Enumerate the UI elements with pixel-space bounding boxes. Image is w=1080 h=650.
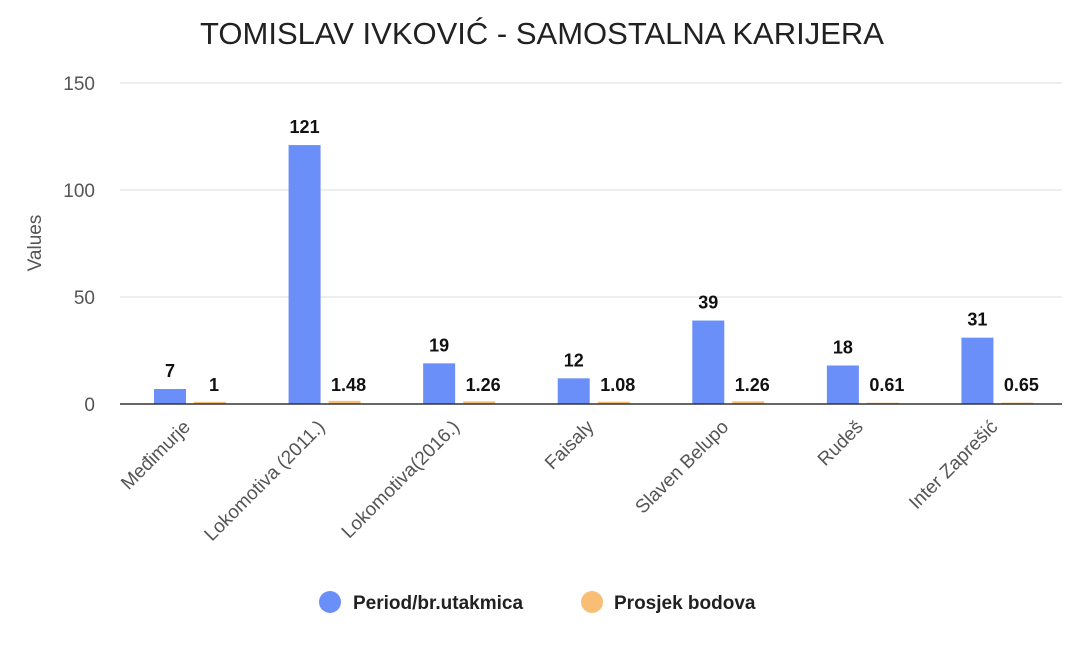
bar-period [423, 363, 456, 404]
chart-title: TOMISLAV IVKOVIĆ - SAMOSTALNA KARIJERA [200, 16, 884, 51]
bar-period [692, 320, 725, 404]
bar-period [961, 337, 994, 404]
y-tick-label: 100 [63, 181, 95, 202]
x-category-label: Faisaly [541, 416, 599, 474]
x-category-label: Lokomotiva (2011.) [201, 417, 330, 546]
data-label: 31 [967, 310, 987, 330]
data-label: 1 [209, 375, 219, 395]
data-label: 1.48 [331, 375, 366, 395]
bar-prosjek [732, 401, 765, 404]
legend-label: Prosjek bodova [614, 593, 756, 614]
data-label: 121 [290, 117, 320, 137]
data-labels: 7 1 121 1.48 19 1.26 12 1.08 39 1.26 18 0.61 31 0.65 [165, 117, 1039, 395]
gridlines: 0 50 100 150 [63, 74, 1062, 416]
bar-period [826, 365, 859, 404]
category-labels: Međimurje Lokomotiva (2011.) Lokomotiva(20… [117, 416, 1002, 545]
x-category-label: Međimurje [117, 417, 195, 495]
bar-period [288, 145, 321, 404]
y-tick-label: 150 [63, 74, 95, 95]
bar-prosjek [194, 401, 226, 404]
bars [154, 145, 1034, 404]
data-label: 1.26 [466, 375, 501, 395]
legend-label: Period/br.utakmica [353, 593, 523, 614]
x-category-label: Slaven Belupo [632, 417, 734, 519]
data-label: 19 [429, 335, 449, 355]
legend-swatch [319, 591, 341, 613]
bar-prosjek [463, 401, 496, 404]
data-label: 1.26 [735, 375, 770, 395]
data-label: 7 [165, 361, 175, 381]
data-label: 0.61 [869, 375, 904, 395]
legend: Period/br.utakmica Prosjek bodova [319, 591, 756, 614]
y-tick-label: 0 [84, 395, 95, 416]
data-label: 18 [833, 337, 853, 357]
data-label: 1.08 [600, 375, 635, 395]
data-label: 0.65 [1004, 375, 1039, 395]
x-category-label: Rudeš [814, 417, 868, 471]
bar-period [154, 389, 186, 404]
legend-swatch [581, 591, 603, 613]
x-category-label: Inter Zaprešić [905, 417, 1002, 514]
y-tick-label: 50 [74, 288, 95, 309]
x-category-label: Lokomotiva(2016.) [338, 417, 464, 543]
y-axis-title: Values [25, 215, 46, 272]
bar-prosjek [597, 401, 630, 404]
bar-period [557, 378, 590, 404]
data-label: 39 [698, 293, 718, 313]
data-label: 12 [564, 350, 584, 370]
bar-prosjek [328, 400, 361, 404]
